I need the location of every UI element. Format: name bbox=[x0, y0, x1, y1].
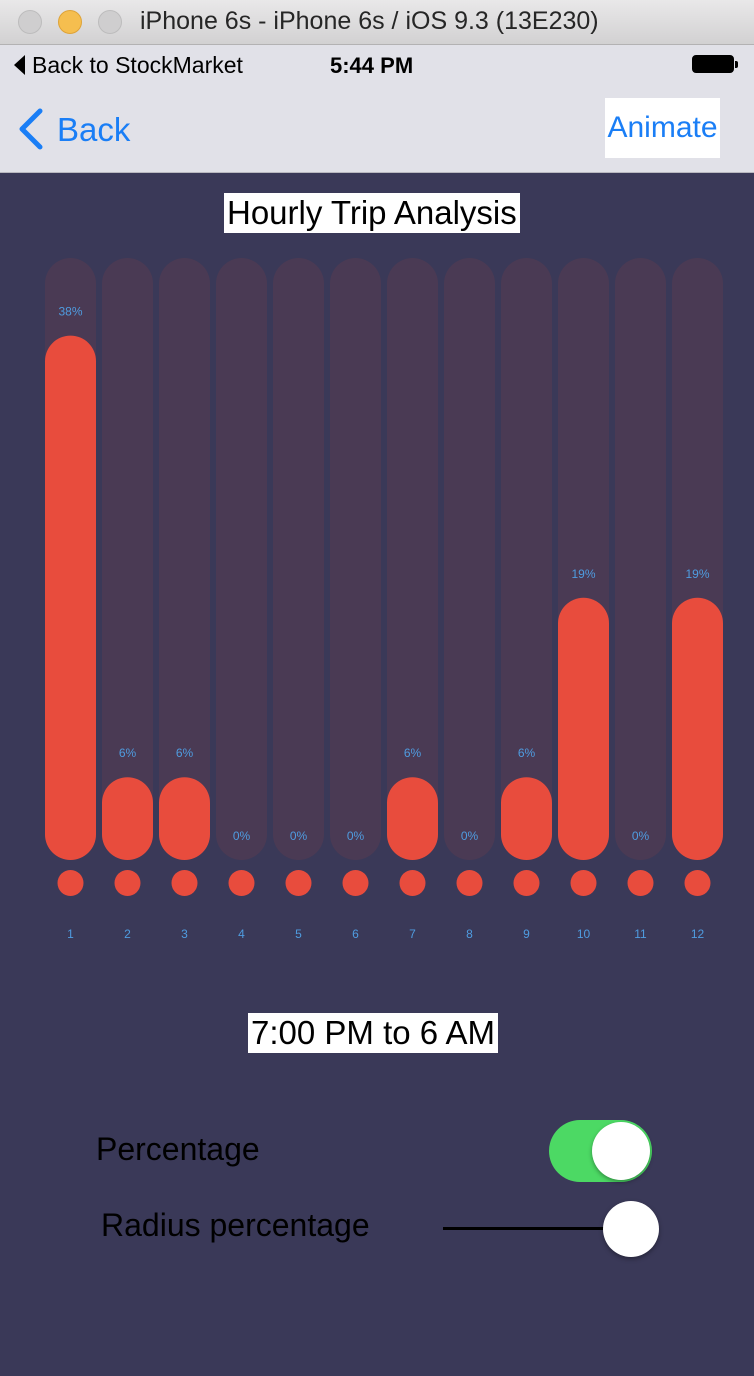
bar-track bbox=[615, 258, 666, 860]
slider-thumb[interactable] bbox=[603, 1201, 659, 1257]
bar-value-label: 38% bbox=[58, 305, 82, 319]
x-tick-label: 6 bbox=[352, 927, 359, 941]
bar-dot bbox=[570, 870, 597, 896]
bar-dot bbox=[228, 870, 255, 896]
bar-dot bbox=[171, 870, 198, 896]
content-area: 38% 1 6% 2 6% 3 0% 4 0% 5 0% 6 6% 7 0% 8 6% 9 19% 10 0% 11 19%… bbox=[0, 173, 754, 1376]
x-tick-label: 11 bbox=[634, 927, 647, 941]
status-time: 5:44 PM bbox=[330, 53, 414, 78]
bar bbox=[501, 777, 552, 860]
bar-value-label: 0% bbox=[632, 829, 650, 843]
bar-dot bbox=[513, 870, 540, 896]
window-minimize-button[interactable] bbox=[58, 10, 82, 34]
hourly-trip-chart: 38% 1 6% 2 6% 3 0% 4 0% 5 0% 6 6% 7 0% 8 6% 9 19% 10 0% 11 19%… bbox=[45, 258, 723, 941]
bar-value-label: 0% bbox=[290, 829, 308, 843]
window-maximize-button[interactable] bbox=[98, 10, 122, 34]
slider-track bbox=[443, 1227, 633, 1230]
radius-percentage-slider[interactable] bbox=[443, 1201, 661, 1257]
bar-dot bbox=[627, 870, 654, 896]
bar-track bbox=[216, 258, 267, 860]
x-tick-label: 7 bbox=[409, 927, 416, 941]
bar-track bbox=[444, 258, 495, 860]
chart-title: Hourly Trip Analysis bbox=[224, 193, 520, 233]
bar bbox=[159, 777, 210, 860]
bar-value-label: 6% bbox=[119, 746, 137, 760]
x-tick-label: 4 bbox=[238, 927, 245, 941]
bar-dot bbox=[285, 870, 312, 896]
bar bbox=[102, 777, 153, 860]
bar bbox=[558, 597, 609, 860]
bar-track bbox=[387, 258, 438, 860]
toggle-knob bbox=[592, 1122, 650, 1180]
percentage-toggle[interactable] bbox=[549, 1120, 652, 1182]
time-range-label: 7:00 PM to 6 AM bbox=[248, 1013, 498, 1053]
bar-track bbox=[330, 258, 381, 860]
radius-percentage-label: Radius percentage bbox=[101, 1207, 370, 1243]
back-button-label: Back bbox=[57, 111, 131, 148]
bar-track bbox=[102, 258, 153, 860]
x-tick-label: 9 bbox=[523, 927, 530, 941]
bar-value-label: 6% bbox=[176, 746, 194, 760]
bar bbox=[45, 335, 96, 861]
back-to-app-icon[interactable] bbox=[14, 55, 25, 75]
bar bbox=[672, 597, 723, 860]
bar-dot bbox=[114, 870, 141, 896]
window-title: iPhone 6s - iPhone 6s / iOS 9.3 (13E230) bbox=[140, 7, 599, 35]
x-tick-label: 12 bbox=[691, 927, 705, 941]
x-tick-label: 1 bbox=[67, 927, 74, 941]
bar-dot bbox=[57, 870, 84, 896]
bar-value-label: 6% bbox=[404, 746, 422, 760]
bar-value-label: 19% bbox=[685, 567, 709, 581]
x-tick-label: 3 bbox=[181, 927, 188, 941]
bar-value-label: 0% bbox=[347, 829, 365, 843]
x-tick-label: 2 bbox=[124, 927, 131, 941]
battery-icon bbox=[692, 55, 738, 73]
chevron-left-icon bbox=[19, 108, 43, 150]
bar bbox=[387, 777, 438, 860]
simulator-title-bar: iPhone 6s - iPhone 6s / iOS 9.3 (13E230) bbox=[0, 0, 754, 45]
bar-dot bbox=[342, 870, 369, 896]
status-bar: Back to StockMarket 5:44 PM bbox=[0, 45, 754, 87]
bar-value-label: 19% bbox=[571, 567, 595, 581]
bar-value-label: 0% bbox=[461, 829, 479, 843]
bar-track bbox=[159, 258, 210, 860]
bar-track bbox=[273, 258, 324, 860]
bar-track bbox=[501, 258, 552, 860]
x-tick-label: 8 bbox=[466, 927, 473, 941]
window-close-button[interactable] bbox=[18, 10, 42, 34]
bar-dot bbox=[456, 870, 483, 896]
animate-button[interactable]: Animate bbox=[605, 98, 720, 158]
bar-dot bbox=[399, 870, 426, 896]
x-tick-label: 10 bbox=[577, 927, 591, 941]
bar-value-label: 0% bbox=[233, 829, 251, 843]
navigation-bar: Back Animate bbox=[0, 87, 754, 173]
back-to-app-link[interactable]: Back to StockMarket bbox=[32, 52, 243, 78]
percentage-label: Percentage bbox=[96, 1131, 260, 1167]
bar-value-label: 6% bbox=[518, 746, 536, 760]
bar-dot bbox=[684, 870, 711, 896]
x-tick-label: 5 bbox=[295, 927, 302, 941]
